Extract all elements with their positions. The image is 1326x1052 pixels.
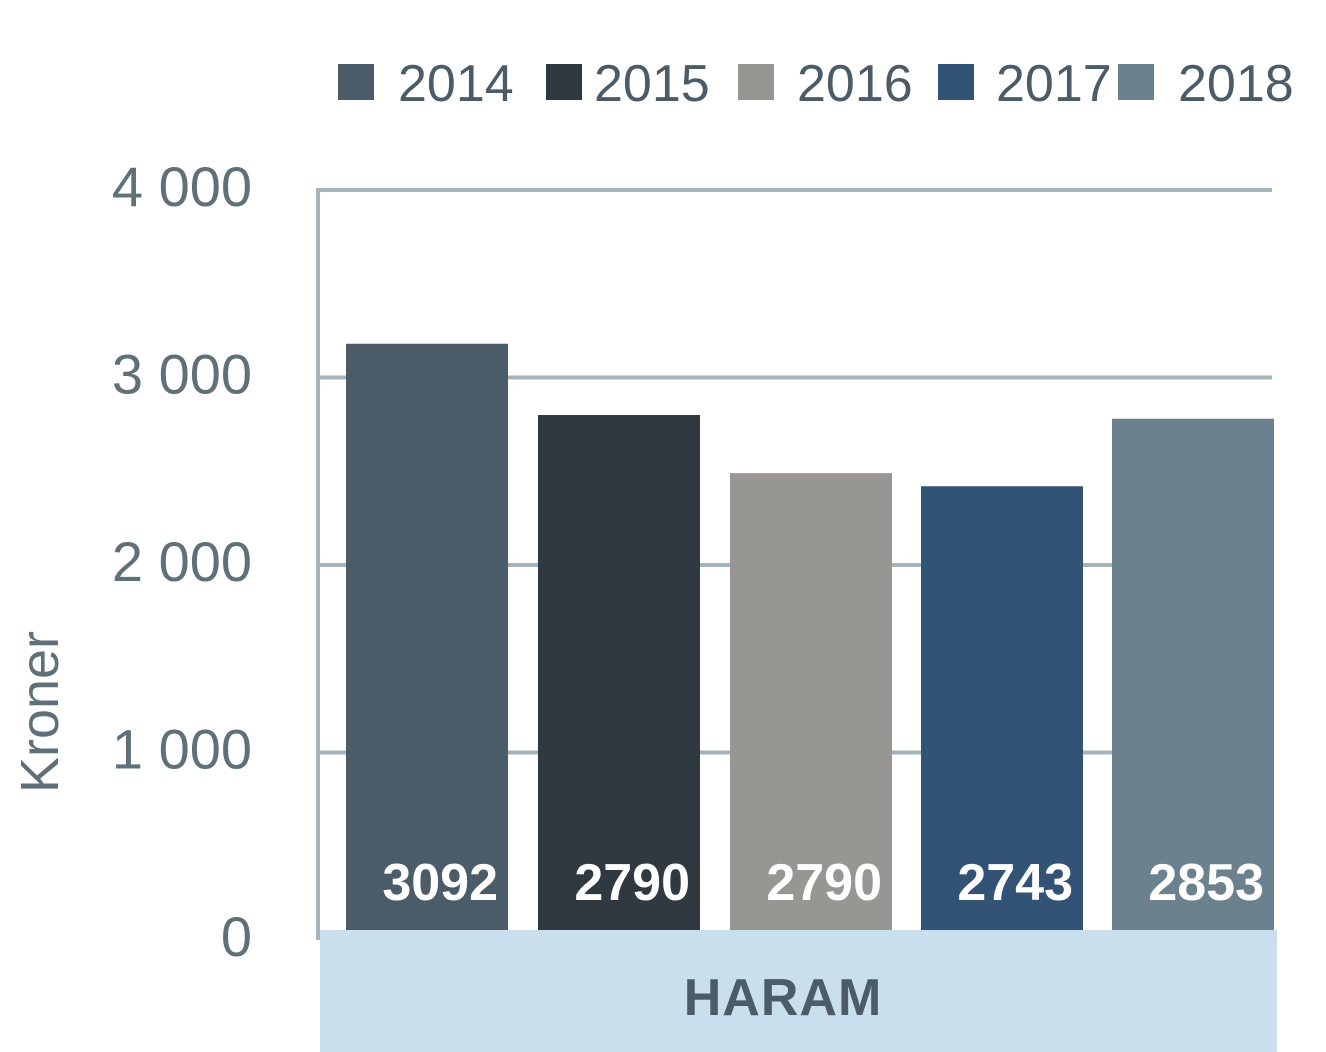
data-label-2015: 2790 bbox=[574, 854, 690, 912]
legend-swatch-2015 bbox=[546, 64, 582, 100]
bar-2015 bbox=[538, 415, 700, 930]
legend-label-2017: 2017 bbox=[996, 55, 1112, 113]
data-label-2017: 2743 bbox=[957, 854, 1073, 912]
data-label-2016: 2790 bbox=[766, 854, 882, 912]
legend-label-2014: 2014 bbox=[398, 55, 514, 113]
legend-swatch-2017 bbox=[938, 64, 974, 100]
bar-2017 bbox=[921, 486, 1083, 930]
y-tick-label-3000: 3 000 bbox=[112, 343, 252, 406]
legend-swatch-2016 bbox=[738, 64, 774, 100]
data-label-2014: 3092 bbox=[382, 854, 498, 912]
bar-2014 bbox=[346, 343, 508, 930]
bar-2016 bbox=[730, 473, 892, 930]
data-labels: 3092 2790 2790 2743 2853 bbox=[382, 854, 1264, 912]
bars bbox=[346, 343, 1274, 930]
y-tick-label-2000: 2 000 bbox=[112, 530, 252, 593]
legend: 2014 2015 2016 2017 2018 bbox=[338, 55, 1294, 113]
legend-label-2018: 2018 bbox=[1178, 55, 1294, 113]
bar-2018 bbox=[1112, 418, 1274, 930]
legend-swatch-2018 bbox=[1118, 64, 1154, 100]
legend-label-2016: 2016 bbox=[797, 55, 913, 113]
y-axis-ticks: 0 1 000 2 000 3 000 4 000 bbox=[112, 155, 252, 968]
y-tick-label-4000: 4 000 bbox=[112, 155, 252, 218]
legend-swatch-2014 bbox=[338, 64, 374, 100]
data-label-2018: 2853 bbox=[1148, 854, 1264, 912]
y-tick-label-1000: 1 000 bbox=[112, 718, 252, 781]
category-label: HARAM bbox=[684, 969, 883, 1027]
legend-label-2015: 2015 bbox=[594, 55, 710, 113]
y-axis-label: Kroner bbox=[10, 631, 70, 793]
y-tick-label-0: 0 bbox=[221, 905, 252, 968]
category-band bbox=[320, 930, 1277, 1052]
